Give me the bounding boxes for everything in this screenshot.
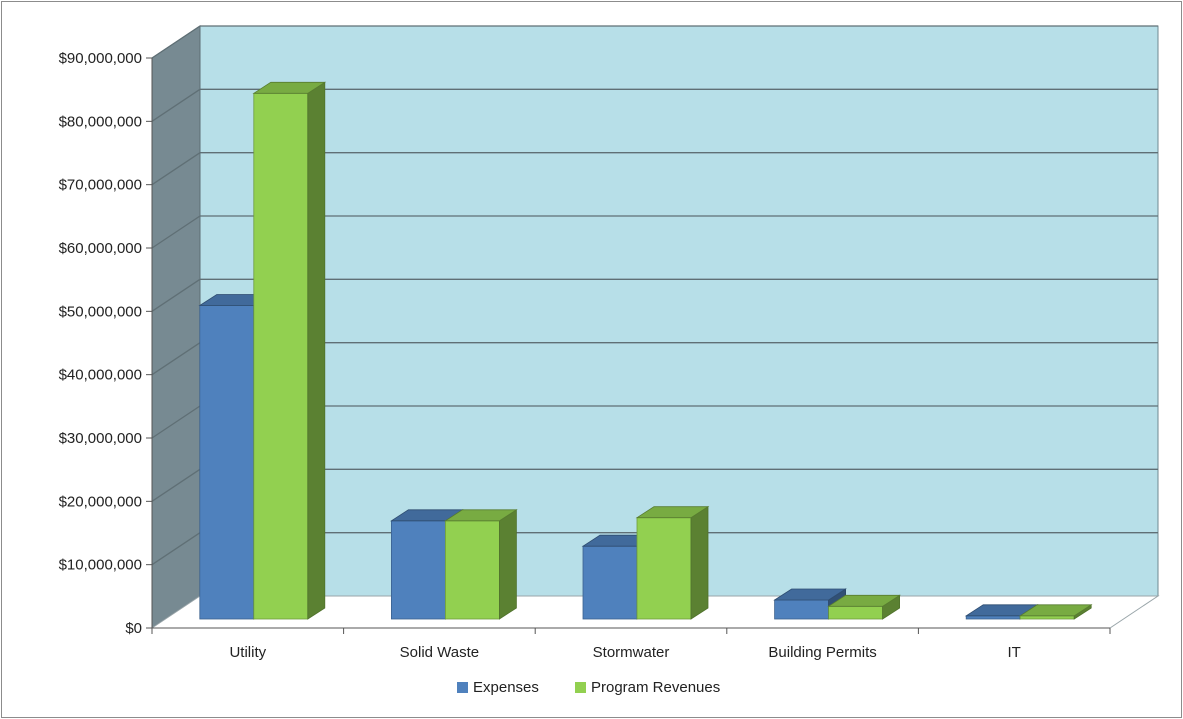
bar-top [773,588,847,601]
gridline [151,88,1158,122]
bar-front [965,615,1021,620]
bar-front [828,605,883,620]
y-axis: $0 $10,000,000 $20,000,000 $30,000,000 $40,0… [59,50,153,637]
bar-front [582,545,638,620]
legend-item-expenses: Expenses [457,679,539,696]
bar-front [390,520,446,620]
bar-program-revenues-solid-waste [444,509,518,620]
y-tick-label: $90,000,000 [59,50,142,67]
bar-top [1018,604,1093,617]
bar-top [252,81,327,94]
y-tick-label: $80,000,000 [59,113,142,130]
x-tick-label: Utility [229,644,266,661]
y-tick-label: $20,000,000 [59,493,142,510]
gridline [151,25,1158,59]
y-tick-label: $0 [125,620,142,637]
y-tick-label: $70,000,000 [59,177,142,194]
bar-program-revenues-it [1018,604,1093,620]
bar-side [307,81,326,620]
gridline [151,278,1158,312]
bar-top [827,594,901,607]
legend: Expenses Program Revenues [457,679,720,696]
x-tick-label: IT [1008,644,1021,661]
y-tick-label: $50,000,000 [59,303,142,320]
bar-top [444,509,518,522]
bar-program-revenues-stormwater [635,505,710,620]
gridlines [151,25,1158,566]
x-tick-label: Solid Waste [400,644,479,661]
y-tick-label: $60,000,000 [59,240,142,257]
legend-item-program-revenues: Program Revenues [575,679,720,696]
bar-program-revenues-utility [252,81,327,620]
bars [198,81,1093,620]
y-tick-label: $10,000,000 [59,557,142,574]
legend-swatch [457,682,468,693]
bar-side [498,509,517,620]
legend-swatch [575,682,586,693]
bar-front [199,305,255,620]
bar-front [636,517,692,620]
bar-front [253,92,309,620]
bar-side [690,505,709,620]
bar-program-revenues-building-permits [827,594,901,620]
x-tick-label: Building Permits [768,644,876,661]
bar-top [635,506,710,519]
legend-label: Expenses [473,679,539,696]
x-tick-label: Stormwater [593,644,670,661]
y-tick-label: $30,000,000 [59,430,142,447]
bar-front [774,599,829,620]
bar-front [1019,615,1075,620]
bar-front [444,520,500,620]
gridline [151,215,1158,249]
x-axis: Utility Solid Waste Stormwater Building Per… [151,627,1111,661]
legend-label: Program Revenues [591,679,720,696]
y-tick-label: $40,000,000 [59,367,142,384]
gridline [151,152,1158,186]
